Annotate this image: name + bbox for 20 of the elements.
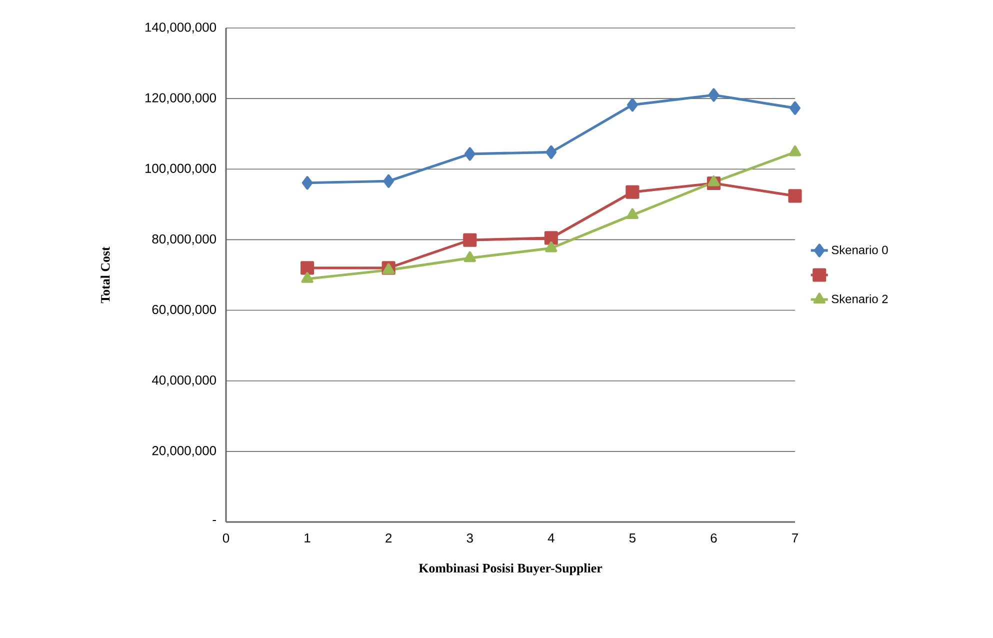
x-tick-label: 0 (222, 533, 230, 543)
y-tick-label: 60,000,000 (152, 304, 216, 316)
x-tick-label: 6 (710, 533, 717, 543)
y-tick-label: 40,000,000 (152, 375, 216, 386)
x-tick-label: 4 (548, 533, 554, 542)
y-axis-title: Total Cost (100, 246, 110, 304)
legend-label: Skenario 2 (832, 294, 888, 304)
x-tick-label: 1 (304, 533, 310, 542)
y-tick-label: 140,000,000 (145, 22, 216, 34)
legend-label: Skenario 0 (832, 245, 888, 254)
x-axis-title: Kombinasi Posisi Buyer-Supplier (418, 563, 602, 576)
y-tick-label: 100,000,000 (145, 164, 216, 174)
x-tick-label: 2 (386, 533, 392, 543)
y-tick-label: 20,000,000 (152, 446, 216, 457)
x-tick-label: 5 (629, 533, 636, 543)
y-tick-label: 80,000,000 (152, 234, 216, 246)
y-tick-label: - (212, 520, 216, 522)
x-tick-label: 7 (792, 533, 798, 542)
x-tick-label: 3 (466, 533, 473, 543)
y-tick-label: 120,000,000 (145, 93, 216, 104)
